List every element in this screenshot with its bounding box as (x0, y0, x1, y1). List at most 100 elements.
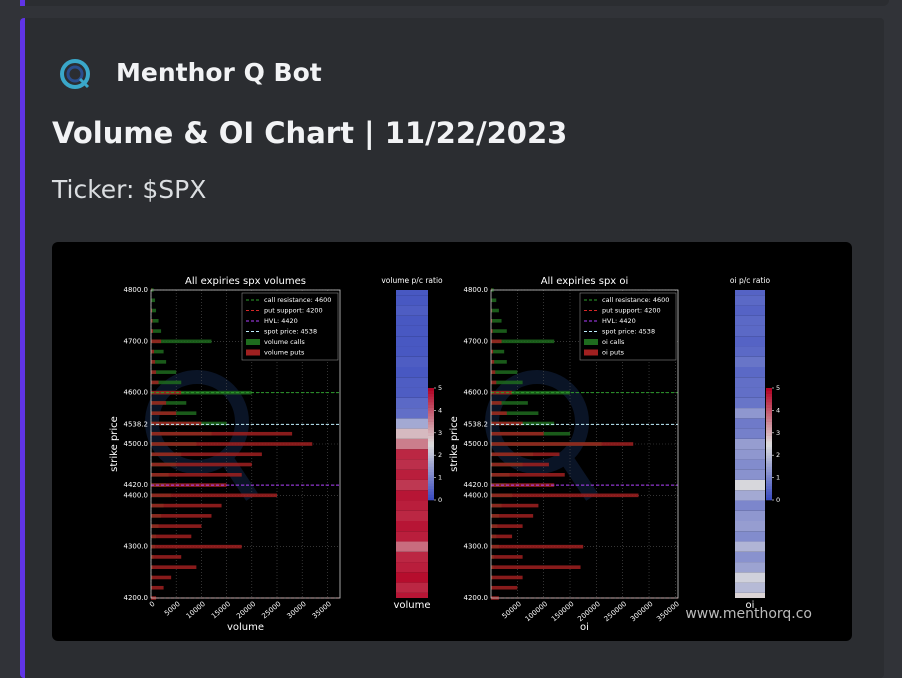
colorbar-segment (766, 497, 772, 500)
colorbar-segment (428, 486, 434, 489)
x-tick-label: 150000 (550, 600, 576, 623)
bar (151, 494, 277, 498)
heat-cell (396, 377, 428, 387)
y-tick-label: 4538.2 (124, 420, 149, 428)
y-tick-label: 4500.0 (464, 440, 489, 448)
heat-cell (396, 388, 428, 398)
colorbar-segment (766, 444, 772, 447)
colorbar-segment (766, 416, 772, 419)
bar (151, 565, 196, 569)
heat-cell (735, 377, 765, 387)
heat-cell (396, 562, 428, 572)
colorbar-tick-label: 5 (776, 384, 780, 392)
heat-cell (396, 439, 428, 449)
colorbar-segment (766, 452, 772, 455)
heat-cell (396, 295, 428, 305)
heat-cell (735, 326, 765, 336)
heat-cell (396, 490, 428, 500)
chart-title: All expiries spx volumes (185, 276, 306, 287)
bar (151, 514, 211, 518)
bar (151, 545, 242, 549)
bar (491, 340, 502, 344)
colorbar-segment (428, 466, 434, 469)
colorbar-segment (428, 447, 434, 450)
bar (491, 411, 507, 415)
author[interactable]: Menthor Q Bot (116, 58, 322, 87)
colorbar-tick-label: 2 (776, 451, 780, 459)
colorbar-tick-label: 3 (776, 429, 780, 437)
legend-label: spot price: 4538 (264, 328, 317, 336)
colorbar-segment (428, 438, 434, 441)
colorbar-segment (766, 394, 772, 397)
colorbar-segment (428, 394, 434, 397)
heat-cell (735, 398, 765, 408)
colorbar-segment (766, 402, 772, 405)
colorbar-segment (766, 450, 772, 453)
y-tick-label: 4800.0 (124, 286, 149, 294)
heat-cell (735, 408, 765, 418)
heat-cell (396, 552, 428, 562)
colorbar-tick-label: 5 (438, 384, 442, 392)
colorbar-segment (428, 402, 434, 405)
y-tick-label: 4538.2 (464, 420, 489, 428)
colorbar-segment (428, 483, 434, 486)
bar (491, 298, 496, 302)
bar (151, 524, 201, 528)
heat-cell (396, 316, 428, 326)
colorbar-segment (766, 413, 772, 416)
heat-cell (396, 305, 428, 315)
colorbar-segment (428, 422, 434, 425)
colorbar-segment (428, 419, 434, 422)
bar (151, 381, 159, 385)
x-tick-label: 100000 (524, 600, 550, 623)
colorbar-segment (428, 410, 434, 413)
legend-label: spot price: 4538 (602, 328, 655, 336)
colorbar-segment (428, 494, 434, 497)
colorbar-segment (766, 455, 772, 458)
heat-cell (396, 542, 428, 552)
colorbar-segment (428, 391, 434, 394)
colorbar-segment (428, 399, 434, 402)
bar (491, 370, 495, 374)
bar (491, 535, 512, 539)
heat-cell (396, 336, 428, 346)
embed-text: Ticker: $SPX (52, 175, 206, 204)
x-axis-label: volume (393, 600, 430, 611)
colorbar-segment (766, 408, 772, 411)
colorbar-tick-label: 2 (438, 451, 442, 459)
heat-cell (396, 367, 428, 377)
chart-image[interactable]: www.menthorq.co All expiries spx volumes… (52, 242, 852, 641)
colorbar-segment (766, 492, 772, 495)
heat-cell (735, 572, 765, 582)
colorbar-segment (428, 461, 434, 464)
heat-cell (735, 552, 765, 562)
bar (491, 514, 533, 518)
y-tick-label: 4400.0 (124, 491, 149, 499)
x-tick-label: 300000 (629, 600, 655, 623)
colorbar-segment (428, 433, 434, 436)
avatar[interactable] (58, 57, 92, 91)
heat-cell (735, 295, 765, 305)
bar (491, 329, 507, 333)
y-tick-label: 4600.0 (124, 389, 149, 397)
legend-swatch (246, 339, 260, 345)
heat-cell (396, 449, 428, 459)
colorbar-segment (428, 480, 434, 483)
x-tick-label: 5000 (163, 600, 182, 618)
bar (151, 370, 156, 374)
heat-cell (735, 490, 765, 500)
heat-cell (396, 408, 428, 418)
x-tick-label: 250000 (603, 600, 629, 623)
heat-cell (396, 572, 428, 582)
bar (491, 524, 523, 528)
heat-cell (735, 346, 765, 356)
colorbar-segment (766, 405, 772, 408)
colorbar-segment (428, 469, 434, 472)
y-tick-label: 4420.0 (464, 481, 489, 489)
y-tick-label: 4300.0 (464, 543, 489, 551)
bar (491, 319, 502, 323)
colorbar-segment (766, 461, 772, 464)
colorbar-segment (428, 405, 434, 408)
x-tick-label: 350000 (655, 600, 681, 623)
colorbar-tick-label: 1 (438, 474, 442, 482)
